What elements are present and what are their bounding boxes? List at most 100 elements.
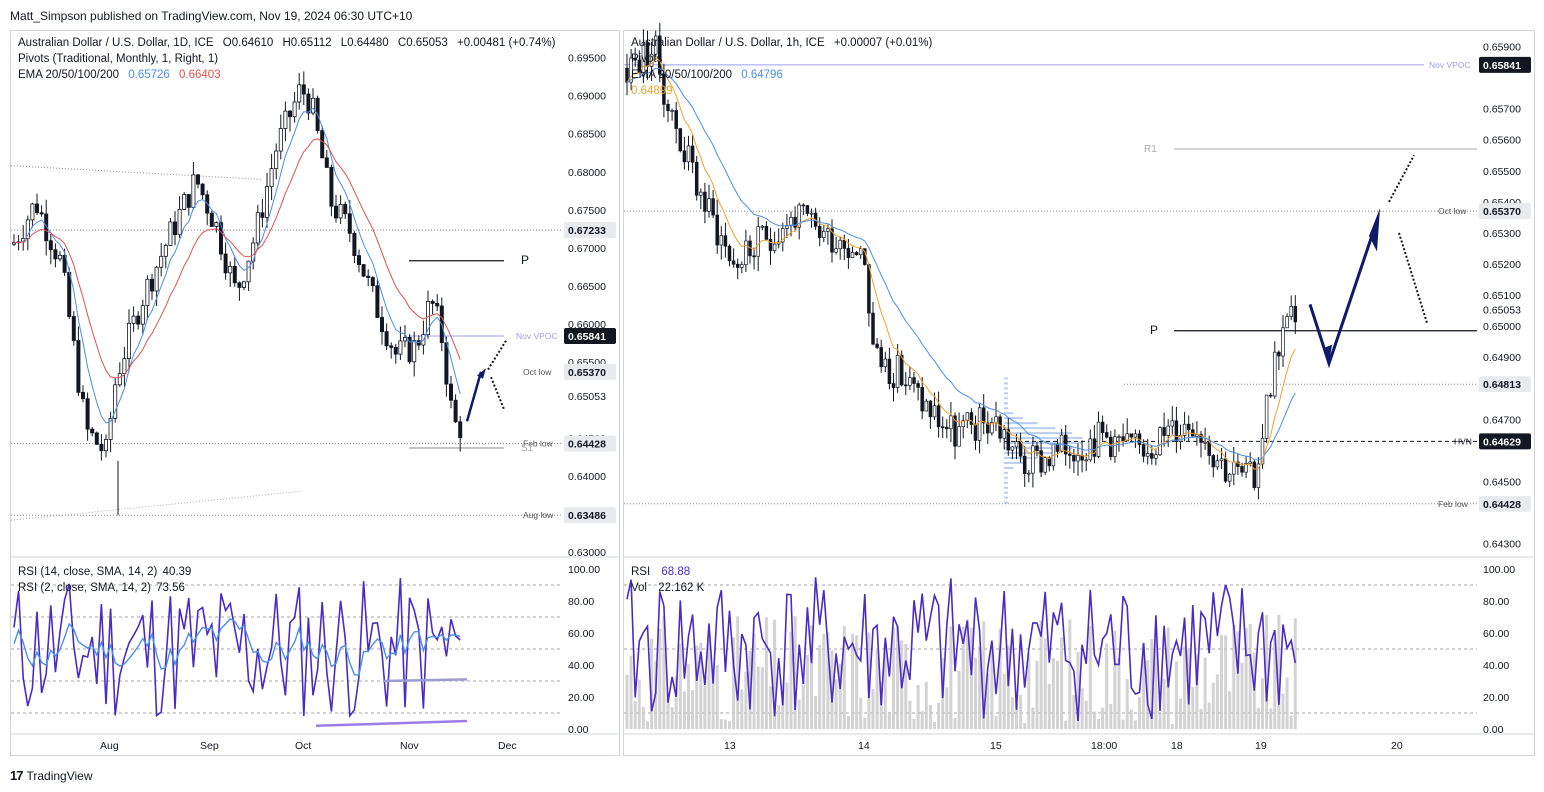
hourly-candle-body — [1182, 423, 1187, 436]
hourly-pivots-legend[interactable]: Pivots — [631, 53, 663, 65]
rsi-tick-label: 40.00 — [1483, 660, 1509, 672]
daily-chart-panel[interactable]: Aug Sep Oct Nov Dec P Nov VPOC Oct low Feb low S1… — [10, 30, 563, 756]
hourly-candle-body — [1100, 421, 1105, 433]
volume-bar — [1195, 654, 1199, 729]
hourly-candle-body — [1154, 454, 1158, 459]
projection-arrow-dotted — [487, 340, 507, 371]
volume-bar — [1191, 687, 1195, 729]
hourly-candle-body — [1104, 432, 1109, 438]
volume-bar — [1125, 678, 1129, 729]
ema-legend[interactable]: EMA 20/50/100/200 — [18, 69, 120, 81]
ema200-value: 0.66403 — [179, 69, 221, 81]
hourly-candle-body — [1203, 441, 1207, 444]
daily-candle-body — [122, 358, 127, 375]
hourly-ema-legend[interactable]: EMA 20/50/100/200 — [631, 69, 733, 81]
hourly-candle-body — [633, 57, 637, 61]
hourly-price-axis[interactable]: 0.659000.658410.657000.656000.655000.654… — [1477, 30, 1535, 756]
hourly-candle-body — [740, 264, 744, 268]
volume-bar — [1015, 692, 1018, 729]
time-tick-label: 13 — [724, 740, 736, 752]
rsi2-value: 73.56 — [156, 582, 185, 594]
volume-bar — [805, 654, 809, 729]
hourly-candle-body — [1133, 433, 1138, 438]
daily-candle-body — [58, 254, 63, 260]
price-label-text: 0.67233 — [568, 225, 606, 237]
daily-candle-body — [94, 432, 99, 445]
hourly-chart-canvas[interactable]: 13 14 15 18:00 18 19 20 Nov VPOC R1 Oct low P HVN Fe… — [624, 23, 1477, 755]
daily-candle-body — [430, 301, 435, 304]
daily-chart-canvas[interactable]: Aug Sep Oct Nov Dec P Nov VPOC Oct low Feb lowS1… — [10, 31, 562, 755]
ohlc-low: L0.64480 — [340, 37, 389, 49]
price-label-box — [564, 507, 616, 524]
volume-bar — [883, 643, 887, 729]
daily-candle-body — [85, 398, 90, 430]
rsi-tick-label: 60.00 — [568, 628, 594, 640]
price-label-box — [1479, 376, 1531, 393]
volume-bar — [1179, 698, 1182, 729]
time-tick-label: Nov — [400, 740, 419, 752]
volume-profile-bar — [1004, 501, 1008, 504]
hourly-candle-body — [965, 412, 970, 421]
volume-bar — [1236, 631, 1240, 729]
price-label-box — [564, 435, 616, 452]
hourly-candle-body — [760, 225, 765, 228]
volume-bar — [826, 632, 830, 729]
volume-bar — [957, 671, 961, 729]
volume-bar — [1273, 638, 1277, 729]
price-tick-label: 0.65000 — [1483, 321, 1521, 333]
daily-price-axis[interactable]: 0.69500 0.69000 0.68500 0.68000 0.67500 0.670… — [562, 30, 620, 756]
volume-bar — [781, 684, 785, 729]
volume-profile-bar — [1004, 377, 1008, 380]
daily-candle-body — [246, 260, 251, 283]
volume-bar — [732, 637, 736, 729]
hourly-candle-body — [768, 239, 773, 251]
rsi2-legend[interactable]: RSI (2, close, SMA, 14, 2) — [18, 582, 151, 594]
price-tick-label: 0.65600 — [1483, 135, 1521, 147]
daily-candle-body — [223, 253, 228, 274]
hourly-candle-body — [1158, 427, 1162, 456]
price-tick-label: 0.63000 — [568, 547, 606, 559]
price-tick-label: 0.65500 — [1483, 166, 1521, 178]
volume-bar — [1101, 707, 1105, 729]
daily-candle-body — [375, 285, 380, 318]
rsi-tick-label: 100.00 — [568, 564, 600, 576]
hourly-candle-body — [1125, 433, 1129, 442]
ohlc-change: +0.00481 (+0.74%) — [456, 37, 556, 49]
hourly-vol-value: 22.162 K — [658, 582, 705, 594]
volume-bar — [789, 631, 793, 729]
daily-candle-body — [30, 203, 35, 221]
volume-bar — [691, 690, 695, 729]
daily-chart-title: Australian Dollar / U.S. Dollar, 1D, ICE — [18, 37, 214, 49]
level-note: Feb low — [523, 439, 554, 449]
hourly-candle-body — [1170, 420, 1175, 427]
price-tick-label: 0.64900 — [1483, 352, 1521, 364]
hourly-candle-body — [1047, 457, 1052, 467]
volume-bar — [810, 625, 813, 729]
hourly-candle-body — [649, 53, 654, 67]
arrowhead-icon — [1324, 344, 1332, 364]
price-label-box — [1479, 56, 1531, 73]
hourly-candle-body — [1273, 351, 1277, 397]
volume-bar — [1117, 658, 1121, 729]
volume-bar — [1027, 653, 1031, 729]
hourly-rsi-legend[interactable]: RSI — [631, 566, 651, 578]
volume-bar — [1129, 709, 1133, 729]
rsi14-legend[interactable]: RSI (14, close, SMA, 14, 2) — [18, 566, 158, 578]
hourly-candle-body — [1260, 437, 1265, 465]
daily-candle-body — [366, 275, 371, 279]
volume-bar — [1121, 719, 1125, 729]
arrowhead-icon — [477, 368, 486, 379]
volume-profile-bar — [1004, 432, 1073, 435]
ohlc-high: H0.65112 — [282, 37, 332, 49]
tradingview-footer[interactable]: 17 TradingView — [10, 768, 93, 783]
volume-bar — [879, 681, 883, 729]
hourly-chart-panel[interactable]: 13 14 15 18:00 18 19 20 Nov VPOC R1 Oct low P HVN Fe… — [623, 23, 1478, 756]
hourly-vol-legend[interactable]: Vol — [631, 582, 647, 594]
hourly-candle-body — [1256, 463, 1261, 488]
volume-bar — [1060, 637, 1064, 729]
pivots-legend[interactable]: Pivots (Traditional, Monthly, 1, Right, … — [18, 53, 219, 65]
volume-bar — [777, 705, 781, 729]
volume-profile-bar — [1004, 496, 1008, 499]
volume-bar — [945, 687, 949, 729]
volume-bar — [1002, 673, 1006, 729]
